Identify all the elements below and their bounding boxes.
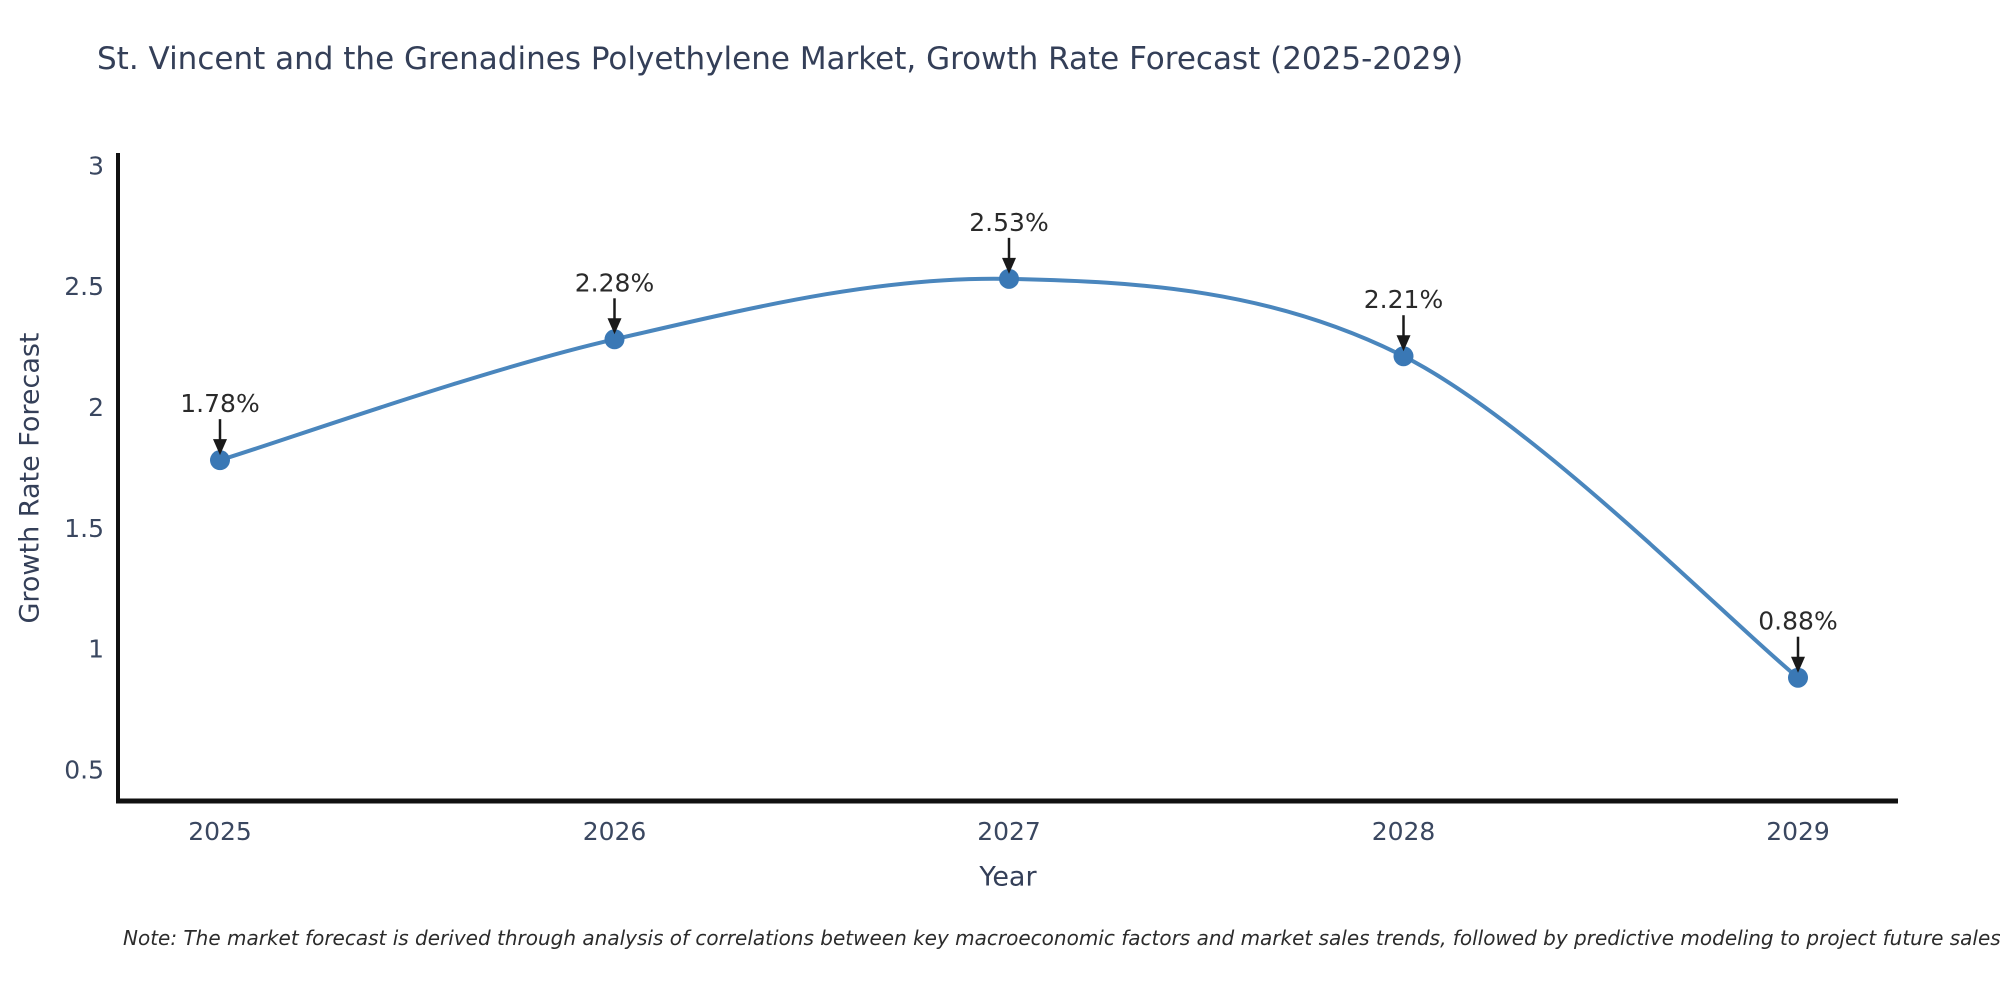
- y-tick-label: 1.5: [64, 514, 104, 543]
- data-point-marker[interactable]: [999, 268, 1019, 289]
- annotation-label: 0.88%: [1758, 607, 1837, 636]
- data-point-marker[interactable]: [1393, 346, 1414, 367]
- annotation-arrow-head: [607, 318, 622, 335]
- x-tick-label: 2026: [583, 817, 647, 846]
- y-tick-label: 3: [88, 151, 104, 180]
- annotation-label: 2.28%: [575, 268, 654, 297]
- y-tick-label: 2.5: [64, 272, 104, 301]
- annotation-arrow-head: [1396, 335, 1411, 352]
- annotation-arrow-head: [1791, 656, 1805, 673]
- x-tick-label: 2027: [977, 817, 1041, 846]
- annotation-label: 2.53%: [969, 208, 1048, 237]
- chart-title: St. Vincent and the Grenadines Polyethyl…: [97, 41, 1464, 77]
- y-tick-label: 2: [88, 393, 104, 422]
- annotation-label: 1.78%: [180, 389, 259, 418]
- y-tick-label: 1: [88, 635, 104, 664]
- x-tick-label: 2028: [1372, 817, 1436, 846]
- data-point-marker[interactable]: [1788, 667, 1808, 688]
- forecast-line: [218, 276, 1800, 680]
- footnote: Note: The market forecast is derived thr…: [123, 926, 2000, 950]
- annotation-arrow-head: [213, 439, 227, 456]
- x-tick-label: 2029: [1766, 817, 1830, 846]
- annotation-label: 2.21%: [1364, 285, 1443, 314]
- annotation-arrow-head: [1002, 257, 1016, 274]
- data-point-marker[interactable]: [210, 450, 230, 471]
- x-axis-label: Year: [979, 861, 1037, 893]
- x-tick-label: 2025: [188, 817, 252, 846]
- y-tick-label: 0.5: [64, 756, 104, 785]
- data-point-marker[interactable]: [604, 329, 625, 350]
